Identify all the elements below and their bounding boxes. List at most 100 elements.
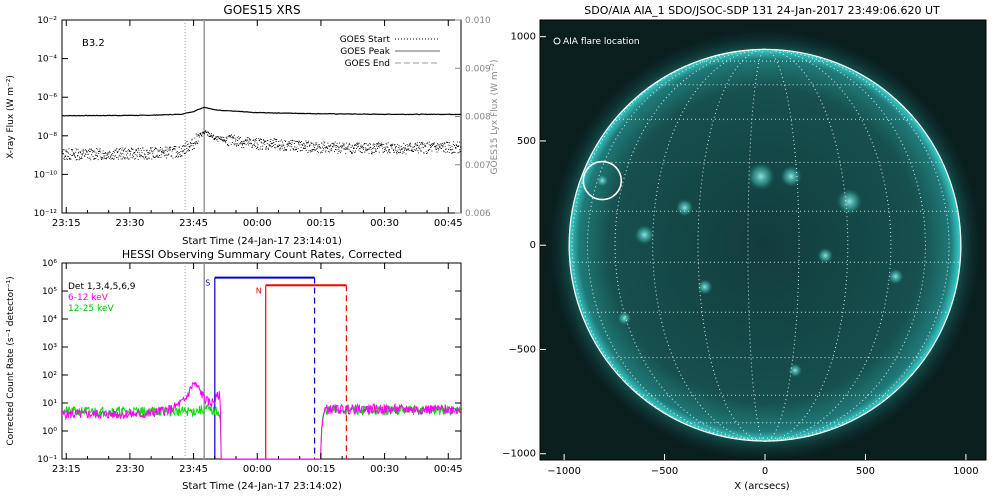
x-tick-label: 23:30 xyxy=(116,218,145,229)
y-right-tick-label: 0.007 xyxy=(465,161,491,171)
x-tick-label: 00:30 xyxy=(370,218,399,229)
goes-ylabel-right: GOES15 Lyx Flux (W m⁻²) xyxy=(490,60,500,175)
goes-y-axis: 10⁻¹² 10⁻¹⁰ 10⁻⁸ 10⁻⁶ 10⁻⁴ 10⁻² xyxy=(34,16,68,219)
aia-x-tick-label: 500 xyxy=(856,466,875,477)
x-tick-label: 23:30 xyxy=(116,464,145,475)
longitude-line xyxy=(764,48,927,442)
aia-x-tick-label: −500 xyxy=(651,466,678,477)
longitude-line xyxy=(764,48,800,442)
active-region-blob xyxy=(780,165,803,188)
y-tick-label: 10⁰ xyxy=(42,427,57,437)
y-right-tick-label: 0.008 xyxy=(465,113,491,123)
sun-active-regions xyxy=(596,162,904,378)
aia-sun-image xyxy=(545,25,985,460)
aia-xlabel: X (arcsecs) xyxy=(734,481,790,492)
y-right-tick-label: 0.006 xyxy=(465,209,491,219)
hessi-legend-6-12: 6-12 keV xyxy=(68,293,109,303)
x-tick-label: 00:45 xyxy=(434,464,463,475)
y-tick-label: 10⁻¹ xyxy=(37,455,57,465)
x-tick-label: 00:15 xyxy=(307,218,336,229)
goes-plot-frame xyxy=(61,19,462,214)
hessi-legend-12-25: 12-25 keV xyxy=(68,304,114,314)
x-tick-label: 00:00 xyxy=(243,464,272,475)
hessi-series-12-25-keV xyxy=(62,403,461,459)
y-tick-label: 10³ xyxy=(42,343,57,353)
active-region-blob xyxy=(634,224,655,245)
longitude-line xyxy=(697,48,766,442)
active-region-blob xyxy=(696,278,713,295)
goes-x-axis: 23:15 23:30 23:45 00:00 00:15 00:30 00:45 xyxy=(52,20,463,229)
y-right-tick-label: 0.010 xyxy=(465,16,491,26)
hessi-x-axis: 23:15 23:30 23:45 00:00 00:15 00:30 00:45 xyxy=(52,263,463,475)
sun-limb-circle xyxy=(568,48,962,442)
goes-event-lines xyxy=(184,20,205,213)
x-tick-label: 23:45 xyxy=(179,218,208,229)
longitude-line xyxy=(586,48,766,442)
y-tick-label: 10⁵ xyxy=(42,287,57,297)
y-tick-label: 10⁴ xyxy=(42,315,57,325)
aia-x-tick-label: 0 xyxy=(762,466,768,477)
goes-long-channel-line xyxy=(62,106,461,117)
hessi-ylabel: Corrected Count Rate (s⁻¹ detector⁻¹) xyxy=(6,276,16,445)
active-region-blob xyxy=(887,268,904,285)
active-region-blob xyxy=(817,247,834,264)
aia-frame xyxy=(539,19,987,461)
goes-xrs-chart: GOES15 XRS 10⁻¹² 10⁻¹⁰ 10⁻⁸ 10⁻⁶ 10⁻⁴ 10⁻² 0.… xyxy=(6,3,500,247)
hessi-series-6-12-keV xyxy=(62,381,461,459)
aia-y-tick-label: 500 xyxy=(517,136,536,147)
x-tick-label: 23:15 xyxy=(52,464,81,475)
goes-legend-peak-label: GOES Peak xyxy=(340,47,390,57)
active-region-blob xyxy=(788,363,803,378)
hessi-title: HESSI Observing Summary Count Rates, Cor… xyxy=(122,248,402,261)
hessi-markers: SN xyxy=(205,276,347,459)
x-tick-label: 00:30 xyxy=(370,464,399,475)
aia-annotation: AIA flare location xyxy=(563,37,640,47)
goes-short-channel-dots xyxy=(62,130,461,161)
aia-y-tick-label: 0 xyxy=(530,240,536,251)
y-tick-label: 10¹ xyxy=(42,399,57,409)
y-tick-label: 10⁻⁸ xyxy=(37,132,57,142)
hessi-legend: Det 1,3,4,5,6,9 6-12 keV 12-25 keV xyxy=(68,282,136,314)
goes-legend-end-label: GOES End xyxy=(345,59,390,69)
aia-y-tick-label: 1000 xyxy=(511,32,536,43)
aia-x-axis: −1000 −500 0 500 1000 xyxy=(547,454,979,477)
x-tick-label: 00:00 xyxy=(243,218,272,229)
marker-label-N: N xyxy=(256,286,262,295)
x-tick-label: 23:45 xyxy=(179,464,208,475)
aia-y-tick-label: −500 xyxy=(509,344,536,355)
longitude-line xyxy=(614,48,766,442)
y-tick-label: 10⁶ xyxy=(42,259,57,269)
hessi-event-lines xyxy=(184,263,205,459)
longitude-line xyxy=(764,48,950,442)
sun-disk xyxy=(569,49,961,442)
goes-xlabel: Start Time (24-Jan-17 23:14:01) xyxy=(182,236,342,247)
active-region-blob xyxy=(596,174,609,187)
active-region-blob xyxy=(746,162,776,191)
goes-class-label: B3.2 xyxy=(82,38,105,49)
goes-y-axis-right: 0.006 0.007 0.008 0.009 0.010 xyxy=(455,16,491,219)
flare-location-circle xyxy=(582,160,623,201)
goes-ylabel: X-ray Flux (W m⁻²) xyxy=(6,75,16,159)
hessi-xlabel: Start Time (24-Jan-17 23:14:02) xyxy=(182,481,342,492)
hessi-count-rate-chart: HESSI Observing Summary Count Rates, Cor… xyxy=(6,248,463,492)
marker-label-S: S xyxy=(205,279,210,288)
goes-legend: GOES Start GOES Peak GOES End xyxy=(340,35,440,69)
hessi-y-axis: 10⁻¹ 10⁰ 10¹ 10² 10³ 10⁴ 10⁵ 10⁶ xyxy=(37,259,461,465)
x-tick-label: 23:15 xyxy=(52,218,81,229)
active-region-blob xyxy=(675,198,694,217)
y-tick-label: 10⁻¹⁰ xyxy=(34,170,58,180)
goes-legend-start-label: GOES Start xyxy=(340,35,391,45)
aia-x-tick-label: 1000 xyxy=(953,466,978,477)
y-tick-label: 10⁻² xyxy=(37,16,57,26)
sun-coordinate-grid xyxy=(569,48,961,442)
x-tick-label: 00:15 xyxy=(307,464,336,475)
hessi-legend-title: Det 1,3,4,5,6,9 xyxy=(68,282,136,292)
goes-series xyxy=(62,106,461,161)
aia-y-axis: 1000 500 0 −500 −1000 xyxy=(502,32,546,460)
aia-x-tick-label: −1000 xyxy=(547,466,581,477)
aia-title: SDO/AIA AIA_1 SDO/JSOC-SDP 131 24-Jan-20… xyxy=(584,4,940,17)
y-tick-label: 10⁻¹² xyxy=(34,209,58,219)
x-tick-label: 00:45 xyxy=(434,218,463,229)
longitude-line xyxy=(747,48,766,442)
y-tick-label: 10⁻⁶ xyxy=(37,93,57,103)
